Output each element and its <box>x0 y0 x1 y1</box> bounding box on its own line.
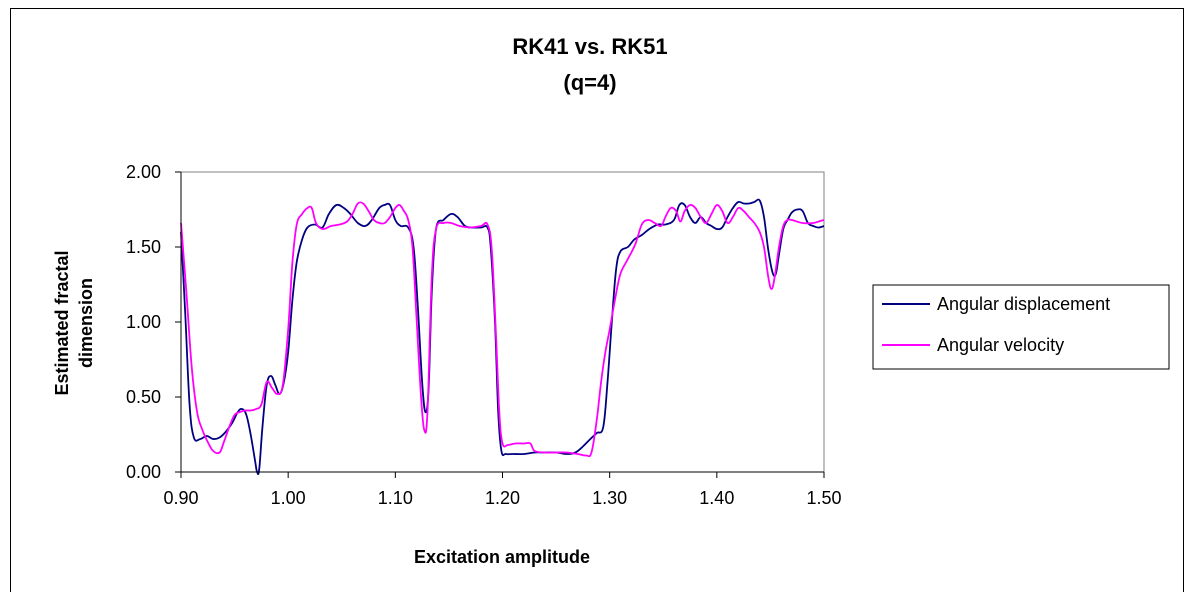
x-axis-ticks: 0.90 1.00 1.10 1.20 1.30 1.40 1.50 <box>163 472 842 508</box>
y-axis-label-line-2: dimension <box>76 278 96 368</box>
chart-frame <box>10 8 1184 592</box>
x-tick-label: 1.10 <box>378 488 413 508</box>
legend-box <box>872 284 1170 370</box>
series-line-angular-velocity <box>180 201 825 458</box>
x-tick-label: 0.90 <box>163 488 198 508</box>
x-tick-label: 1.30 <box>592 488 627 508</box>
x-axis-label: Excitation amplitude <box>414 547 590 567</box>
x-tick-label: 1.40 <box>699 488 734 508</box>
chart-title-line-2: (q=4) <box>563 70 616 95</box>
y-axis-label-line-1: Estimated fractal <box>52 250 72 395</box>
y-tick-label: 1.00 <box>126 312 161 332</box>
legend-label-angular-displacement: Angular displacement <box>937 294 1110 314</box>
legend: Angular displacement Angular velocity <box>872 284 1170 370</box>
x-tick-label: 1.50 <box>806 488 841 508</box>
chart-title-line-1: RK41 vs. RK51 <box>512 34 667 59</box>
y-tick-label: 0.50 <box>126 387 161 407</box>
legend-label-angular-velocity: Angular velocity <box>937 335 1064 355</box>
series-layer <box>180 198 825 476</box>
x-tick-label: 1.00 <box>271 488 306 508</box>
y-tick-label: 2.00 <box>126 162 161 182</box>
y-tick-label: 1.50 <box>126 237 161 257</box>
y-axis-ticks: 0.00 0.50 1.00 1.50 2.00 <box>126 162 181 482</box>
y-tick-label: 0.00 <box>126 462 161 482</box>
x-tick-label: 1.20 <box>485 488 520 508</box>
